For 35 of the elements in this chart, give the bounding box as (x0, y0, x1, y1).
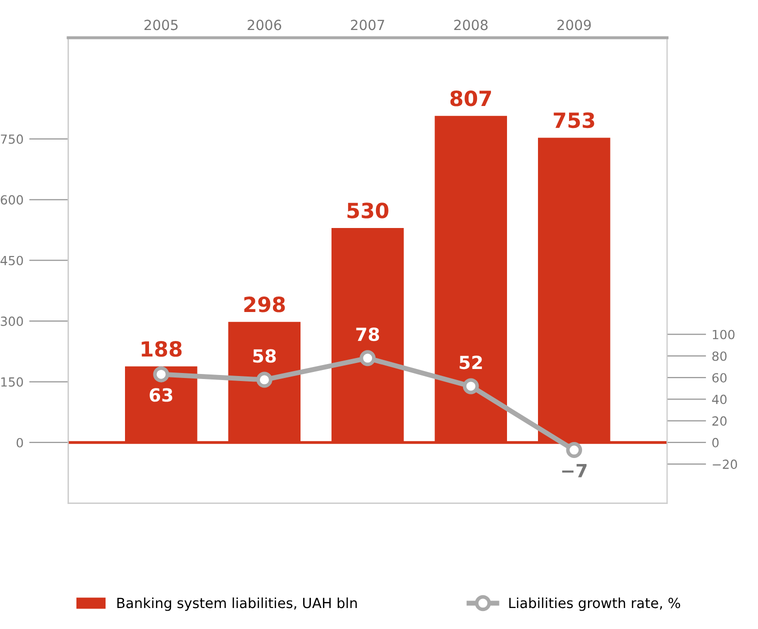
data-label: 58 (253, 349, 276, 363)
point (153, 366, 170, 382)
x-tick-label: 2005 (144, 20, 178, 30)
y-tick-label: 150 (1, 377, 23, 387)
x-tick-label: 2009 (557, 20, 591, 30)
point (566, 442, 582, 458)
y-tick-label: 750 (0, 134, 23, 144)
y2-tick-label: −20 (712, 460, 738, 469)
data-label: 753 (554, 112, 594, 128)
y2-tick-label: 0 (712, 438, 719, 448)
data-label: 807 (450, 90, 491, 106)
y-tick-label: 600 (0, 195, 23, 205)
point (360, 350, 376, 366)
y2-tick-label: 20 (712, 416, 727, 426)
data-label: 298 (244, 296, 285, 312)
legend-label: Liabilities growth rate, % (509, 597, 680, 611)
y2-tick-label: 40 (712, 394, 727, 404)
y-tick-label: 0 (16, 438, 23, 448)
y2-tick-label: 60 (712, 373, 727, 383)
y-tick-label: 450 (0, 256, 23, 266)
point (462, 378, 479, 394)
y2-tick-label: 100 (712, 330, 735, 340)
x-tick-label: 2008 (454, 20, 488, 30)
point (256, 372, 272, 388)
y2-tick-label: 80 (712, 351, 727, 361)
y-tick-label: 300 (0, 316, 23, 326)
data-label: 52 (460, 356, 482, 370)
data-label: −7 (562, 464, 587, 478)
data-label: 188 (142, 341, 182, 357)
data-label: 63 (150, 388, 172, 402)
data-label: 530 (347, 202, 388, 218)
x-tick-label: 2007 (350, 20, 384, 30)
legend-label: Banking system liabilities, UAH bln (117, 597, 357, 611)
x-tick-label: 2006 (248, 20, 282, 30)
data-label: 78 (356, 327, 380, 342)
